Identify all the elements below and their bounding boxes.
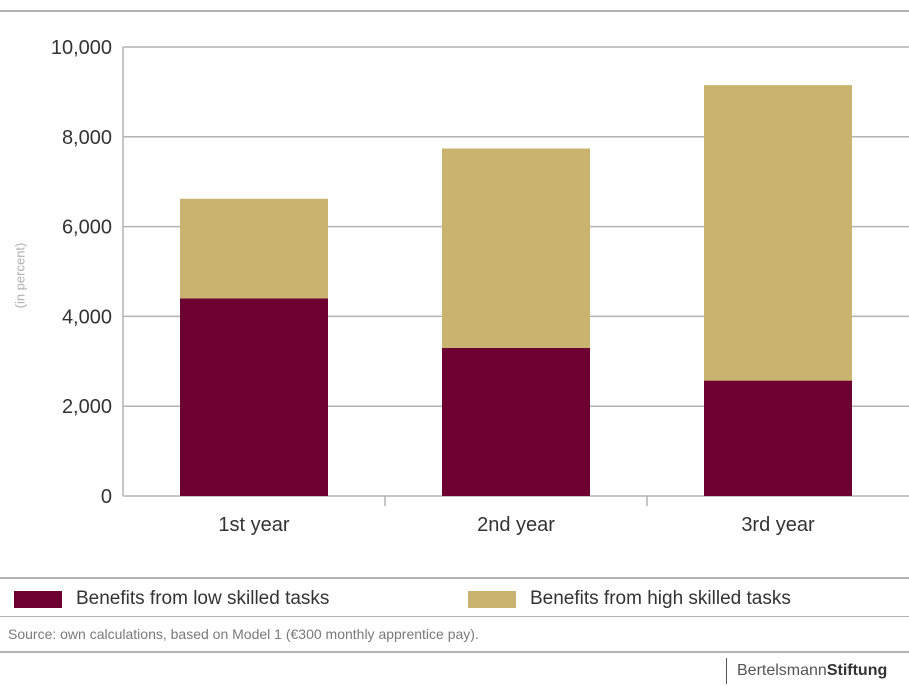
bar-low-skilled [704, 380, 852, 496]
y-axis-label: (in percent) [12, 242, 28, 309]
legend-swatch-high [468, 590, 516, 608]
brand-light: Bertelsmann [737, 662, 827, 679]
legend-item-high: Benefits from high skilled tasks [468, 588, 791, 610]
top-rule [0, 10, 909, 12]
y-tick-label: 0 [101, 486, 112, 508]
bar-low-skilled [442, 347, 590, 496]
y-tick-label: 8,000 [62, 127, 112, 149]
legend-top-rule [0, 577, 909, 579]
y-tick-label: 2,000 [62, 396, 112, 418]
y-tick-label: 10,000 [51, 37, 112, 59]
bar-high-skilled [704, 85, 852, 381]
brand-logo: BertelsmannStiftung [726, 658, 909, 684]
y-tick-label: 6,000 [62, 217, 112, 239]
brand-bold: Stiftung [826, 662, 888, 679]
y-tick-label: 4,000 [62, 306, 112, 328]
legend: Benefits from low skilled tasks Benefits… [0, 588, 909, 610]
bar-low-skilled [180, 298, 328, 496]
legend-label-high: Benefits from high skilled tasks [530, 588, 791, 609]
bar-high-skilled [180, 198, 328, 299]
footer-rule [0, 651, 909, 653]
legend-bottom-rule [0, 616, 909, 617]
legend-item-low: Benefits from low skilled tasks [14, 588, 329, 610]
source-note: Source: own calculations, based on Model… [8, 626, 479, 642]
legend-label-low: Benefits from low skilled tasks [76, 588, 330, 609]
x-tick-label: 3rd year [741, 514, 815, 536]
bar-high-skilled [442, 148, 590, 348]
x-tick-label: 2nd year [477, 514, 555, 536]
stacked-bar-chart: 0 2,000 4,000 6,000 8,000 10,000 1st year 2nd y… [51, 37, 909, 536]
legend-swatch-low [14, 590, 62, 608]
x-tick-label: 1st year [218, 514, 289, 536]
